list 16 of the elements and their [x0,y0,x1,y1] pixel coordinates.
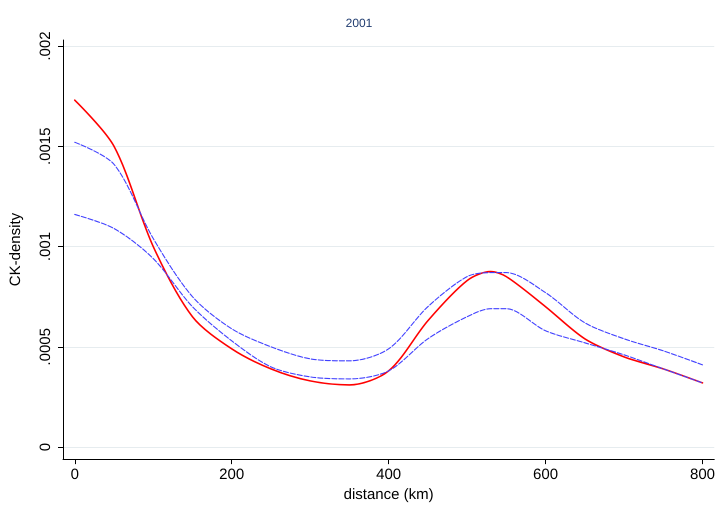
x-tick-label: 800 [690,466,715,484]
x-axis-title: distance (km) [344,486,434,503]
y-tick-label: .0005 [37,328,54,366]
y-tick-label: .001 [37,232,54,262]
chart-title: 2001 [346,16,373,30]
line-series [74,214,704,384]
x-tick-label: 400 [376,466,402,484]
line-series [74,99,704,386]
y-tick-label: .002 [37,31,54,61]
x-tick-label: 200 [219,466,244,484]
x-tick-label: 0 [70,466,79,484]
y-tick-label: 0 [37,442,54,452]
y-tick-label: .0015 [37,128,54,166]
y-axis-title: CK-density [7,212,24,286]
line-series [74,142,704,366]
x-tick-label: 600 [533,466,558,484]
